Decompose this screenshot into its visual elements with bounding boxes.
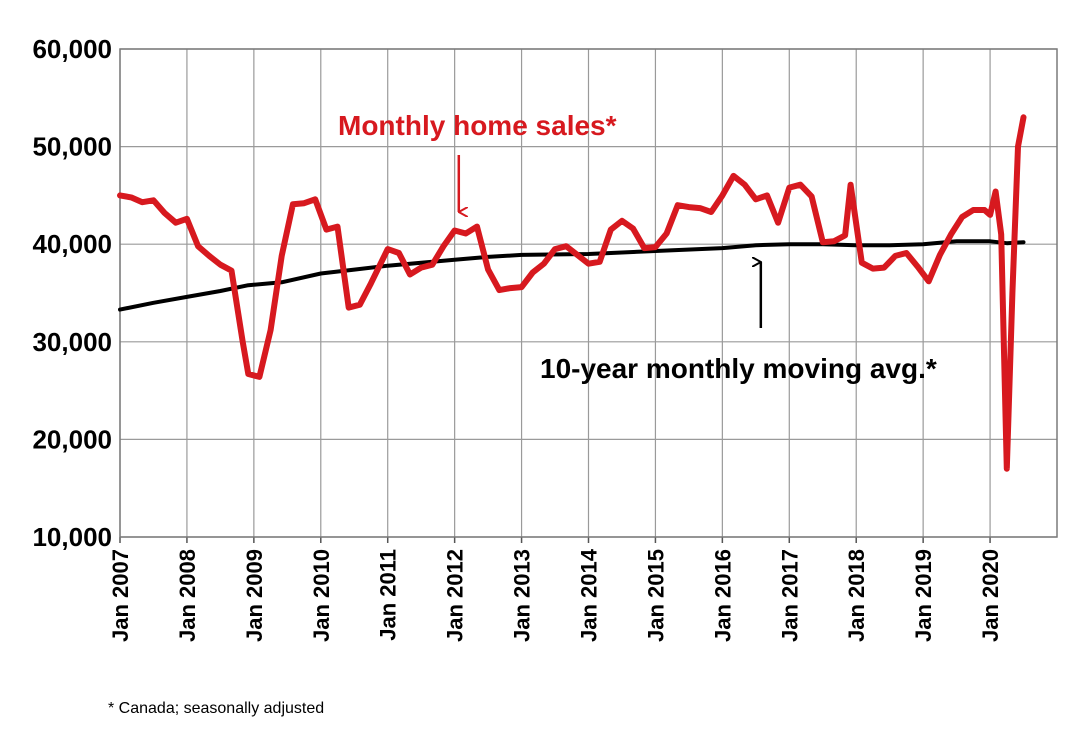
x-tick-label: Jan 2020 xyxy=(978,549,1003,642)
x-tick-label: Jan 2016 xyxy=(710,549,735,642)
x-tick-label: Jan 2008 xyxy=(175,549,200,642)
series-lines xyxy=(117,114,1027,472)
y-tick-label: 60,000 xyxy=(32,34,112,64)
x-tick-label: Jan 2019 xyxy=(911,549,936,642)
y-tick-label: 40,000 xyxy=(32,229,112,259)
x-axis-ticks: Jan 2007 Jan 2008 Jan 2009 Jan 2010 Jan 2011… xyxy=(108,548,1003,642)
y-tick-label: 50,000 xyxy=(32,132,112,162)
x-tick-label: Jan 2011 xyxy=(376,549,401,641)
x-tick-label: Jan 2007 xyxy=(108,549,133,642)
y-tick-label: 10,000 xyxy=(32,522,112,552)
footnote: * Canada; seasonally adjusted xyxy=(108,700,325,717)
x-tick-label: Jan 2013 xyxy=(510,549,535,642)
annotation-monthly-home-sales: Monthly home sales* xyxy=(338,110,617,141)
y-axis-ticks: 10,000 20,000 30,000 40,000 50,000 60,000 xyxy=(32,34,112,552)
series-line-moving-average xyxy=(118,239,1026,312)
annotations: Monthly home sales* 10-year monthly movin… xyxy=(338,110,937,384)
plot-frame xyxy=(119,48,1058,538)
x-tick-label: Jan 2012 xyxy=(443,549,468,642)
x-tick-label: Jan 2010 xyxy=(309,549,334,642)
annotation-moving-average: 10-year monthly moving avg.* xyxy=(540,353,937,384)
x-tick-label: Jan 2017 xyxy=(777,549,802,642)
x-tick-label: Jan 2018 xyxy=(844,549,869,642)
x-tick-label: Jan 2015 xyxy=(643,549,668,642)
x-tick-label: Jan 2014 xyxy=(577,548,602,642)
y-tick-label: 20,000 xyxy=(32,424,112,454)
x-tick-label: Jan 2009 xyxy=(242,549,267,642)
series-line-monthly-home-sales xyxy=(117,114,1027,472)
y-tick-label: 30,000 xyxy=(32,327,112,357)
grid xyxy=(119,48,1058,543)
